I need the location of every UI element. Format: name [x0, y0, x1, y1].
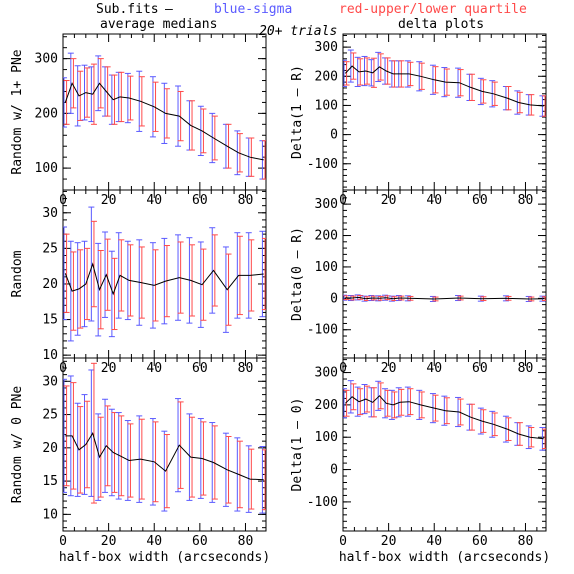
x-tick-label: 80 [238, 193, 254, 208]
y-tick-label: 200 [35, 106, 58, 121]
plot-frame [342, 33, 547, 191]
y-tick-label: 15 [42, 474, 58, 489]
x-tick-label: 80 [518, 534, 534, 549]
y-tick-label: 100 [35, 161, 58, 176]
y-tick-label: -100 [307, 323, 338, 338]
plot-frame [342, 357, 547, 532]
header-red-legend: red-upper/lower quartile [339, 2, 527, 17]
x-tick-label: 40 [426, 534, 442, 549]
y-tick-label: 100 [315, 98, 338, 113]
x-axis-title: half-box width (arcseconds) [59, 550, 270, 565]
panel-bottom-left: 0 20 40 60 80 10 15 20 25 30 Random w/ 0 PNe half-b… [10, 357, 270, 565]
y-tick-label: 0 [330, 291, 338, 306]
y-tick-label: 20 [42, 441, 58, 456]
header-right-title: delta plots [398, 17, 484, 32]
median-line [345, 296, 544, 300]
y-tick-label: -100 [307, 495, 338, 510]
y-tick-label: 200 [315, 69, 338, 84]
figure-header: Sub.fits – blue-sigma red-upper/lower qu… [96, 2, 527, 39]
y-tick-label: 30 [42, 206, 58, 221]
plot-data [63, 52, 266, 180]
plot-data [63, 362, 266, 514]
x-tick-label: 60 [192, 193, 208, 208]
x-tick-label: 60 [472, 193, 488, 208]
y-tick-label: 0 [330, 128, 338, 143]
y-tick-label: 10 [42, 507, 58, 522]
plot-data [343, 49, 546, 117]
x-tick-label: 60 [192, 361, 208, 376]
x-tick-label: 60 [192, 534, 208, 549]
y-tick-label: 300 [315, 197, 338, 212]
y-tick-label: 30 [42, 374, 58, 389]
y-tick-label: 300 [315, 40, 338, 55]
plot-data [63, 206, 266, 342]
y-tick-label: 15 [42, 313, 58, 328]
x-tick-label: 80 [238, 534, 254, 549]
x-tick-label: 60 [472, 361, 488, 376]
x-tick-label: 80 [518, 193, 534, 208]
header-left-title: average medians [100, 17, 217, 32]
panel-bottom-right: 0 20 40 60 80 -100 0 100 200 300 Delta(1 – 0) half-… [290, 357, 550, 565]
x-tick-label: 0 [339, 534, 347, 549]
y-axis-title: Random w/ 0 PNe [10, 386, 25, 504]
x-tick-label: 60 [472, 534, 488, 549]
median-line [65, 431, 264, 481]
x-tick-label: 0 [59, 534, 67, 549]
x-tick-label: 20 [101, 193, 117, 208]
y-tick-label: 100 [315, 260, 338, 275]
plot-data [343, 380, 546, 451]
y-axis-title: Random w/ 1+ PNe [10, 49, 25, 174]
y-tick-label: -100 [307, 157, 338, 172]
x-tick-label: 80 [518, 361, 534, 376]
median-line [64, 262, 264, 296]
x-tick-label: 20 [381, 534, 397, 549]
x-tick-label: 20 [381, 193, 397, 208]
header-file: Sub.fits [96, 2, 159, 17]
header-center-title: 20+ trials [259, 24, 337, 39]
y-tick-label: 25 [42, 241, 58, 256]
y-tick-label: 200 [315, 229, 338, 244]
x-tick-label: 20 [101, 534, 117, 549]
y-axis-title: Delta(0 – R) [290, 227, 305, 321]
y-tick-label: 100 [315, 430, 338, 445]
y-tick-label: 25 [42, 408, 58, 423]
x-tick-label: 80 [238, 361, 254, 376]
y-axis-title: Random [10, 250, 25, 297]
header-blue-legend: blue-sigma [214, 2, 292, 17]
y-tick-label: 0 [330, 463, 338, 478]
x-tick-label: 40 [146, 534, 162, 549]
y-tick-label: 200 [315, 398, 338, 413]
plot-frame [62, 357, 267, 532]
y-axis-title: Delta(1 – 0) [290, 398, 305, 492]
plot-data [343, 294, 546, 302]
x-tick-label: 40 [426, 193, 442, 208]
median-line [64, 82, 264, 161]
y-tick-label: 10 [42, 348, 58, 363]
y-tick-label: 300 [35, 52, 58, 67]
y-axis-title: Delta(1 – R) [290, 65, 305, 159]
header-dash: – [165, 2, 173, 17]
x-tick-label: 40 [146, 193, 162, 208]
x-tick-label: 40 [426, 361, 442, 376]
x-tick-label: 20 [381, 361, 397, 376]
x-tick-label: 20 [101, 361, 117, 376]
median-line [344, 65, 544, 107]
x-axis-title: half-box width (arcseconds) [339, 550, 550, 565]
x-tick-label: 40 [146, 361, 162, 376]
y-tick-label: 300 [315, 366, 338, 381]
plot-frame [342, 189, 547, 359]
y-tick-label: 20 [42, 277, 58, 292]
median-line [344, 395, 544, 440]
